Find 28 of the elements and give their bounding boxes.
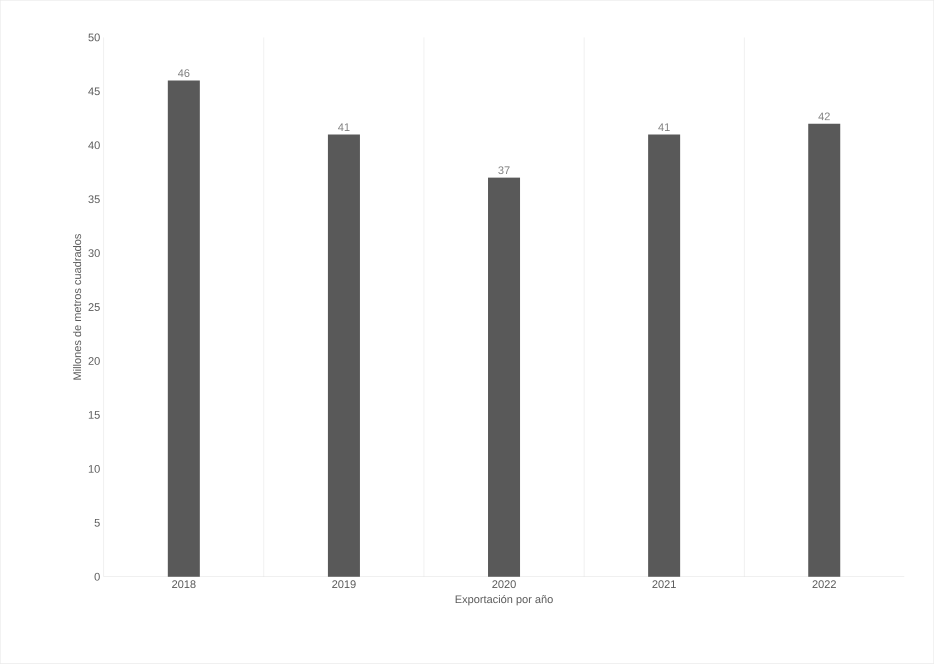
- x-tick-label: 2022: [812, 580, 836, 588]
- y-tick-label: 0: [94, 572, 100, 581]
- y-axis-title: Millones de metros cuadrados: [73, 234, 82, 380]
- y-tick-label: 50: [88, 34, 100, 42]
- y-tick-label: 40: [88, 141, 100, 150]
- y-tick-label: 35: [88, 195, 100, 204]
- data-label: 46: [178, 69, 190, 78]
- x-tick-label: 2021: [652, 580, 676, 588]
- bar: [488, 178, 520, 577]
- data-label: 42: [818, 112, 830, 120]
- bar: [808, 124, 840, 577]
- x-tick-label: 2019: [332, 580, 356, 588]
- data-label: 41: [658, 123, 670, 132]
- y-tick-label: 5: [94, 519, 100, 527]
- bar: [168, 80, 200, 577]
- x-tick-label: 2018: [172, 580, 196, 588]
- y-tick-label: 10: [88, 465, 100, 473]
- y-tick-label: 15: [88, 411, 100, 419]
- data-label: 37: [498, 166, 510, 174]
- bar: [328, 134, 360, 577]
- data-label: 41: [338, 123, 350, 132]
- y-tick-label: 45: [88, 88, 100, 96]
- y-tick-label: 30: [88, 249, 100, 258]
- bar: [648, 134, 680, 577]
- y-tick-label: 25: [88, 303, 100, 312]
- x-tick-label: 2020: [492, 580, 516, 588]
- y-tick-label: 20: [88, 357, 100, 365]
- x-axis-title: Exportación por año: [456, 595, 553, 606]
